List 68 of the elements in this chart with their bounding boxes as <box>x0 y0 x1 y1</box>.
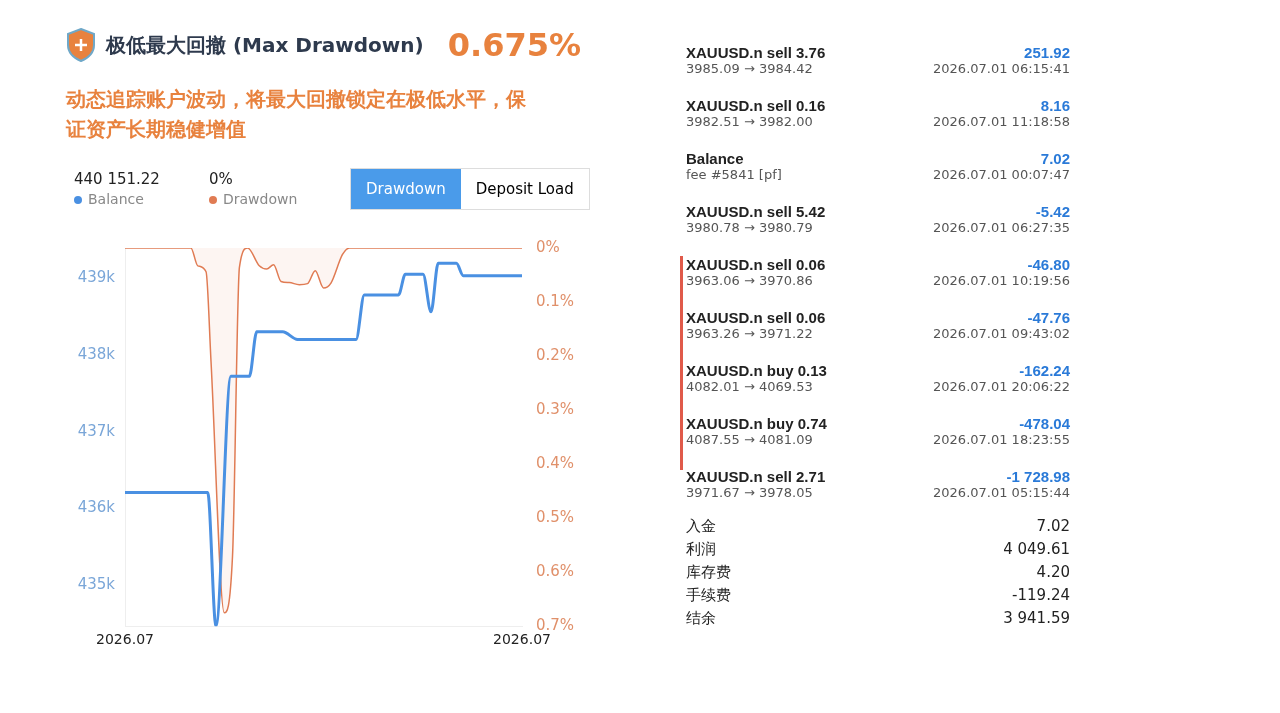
text: 2026.07.01 00:07:47 <box>933 167 1070 184</box>
y-tick-label: 435k <box>77 575 116 594</box>
legend-label: Drawdown <box>223 191 298 207</box>
text: 手续费 <box>686 586 731 606</box>
text: 4.20 <box>1036 563 1070 583</box>
y2-tick-label: 0.2% <box>536 345 575 364</box>
text: 2026.07.01 06:15:41 <box>933 61 1070 78</box>
text: -162.24 <box>1019 362 1070 379</box>
text: -5.42 <box>1035 203 1070 220</box>
text: XAUUSD.n sell 0.16 <box>686 97 826 114</box>
x-tick-label: 2026.07 <box>96 631 154 648</box>
text: 2026.07.01 20:06:22 <box>933 379 1070 396</box>
text: 4 049.61 <box>1003 540 1070 560</box>
text: 0% <box>209 170 234 188</box>
legend-label: Balance <box>88 191 144 207</box>
text: 结余 <box>686 609 716 629</box>
text: 3971.67 → 3978.05 <box>686 485 813 502</box>
text: Drawdown <box>351 169 461 209</box>
text: 2026.07.01 06:27:35 <box>933 220 1070 237</box>
text: 利润 <box>686 540 716 560</box>
text: 2026.07.01 10:19:56 <box>933 273 1070 290</box>
text: XAUUSD.n sell 3.76 <box>686 44 826 61</box>
text: 3980.78 → 3980.79 <box>686 220 813 237</box>
text: 2026.07.01 11:18:58 <box>933 114 1070 131</box>
text: 3 941.59 <box>1003 609 1070 629</box>
text: 4082.01 → 4069.53 <box>686 379 813 396</box>
y-tick-label: 438k <box>77 344 116 363</box>
text: 251.92 <box>1024 44 1070 61</box>
text: 2026.07.01 09:43:02 <box>933 326 1070 343</box>
text: Balance <box>686 150 744 167</box>
text: XAUUSD.n buy 0.13 <box>686 362 827 379</box>
text: 3963.06 → 3970.86 <box>686 273 813 290</box>
y2-tick-label: 0.3% <box>536 399 575 418</box>
y2-tick-label: 0.4% <box>536 454 575 472</box>
y2-tick-label: 0% <box>536 237 560 256</box>
text: 3963.26 → 3971.22 <box>686 326 813 343</box>
text: 0.675% <box>447 26 581 64</box>
text: 入金 <box>686 517 716 537</box>
text: XAUUSD.n sell 0.06 <box>686 256 826 273</box>
y2-tick-label: 0.5% <box>536 508 575 527</box>
text: 库存费 <box>686 563 731 583</box>
text: fee #5841 [pf] <box>686 167 782 184</box>
text: 4087.55 → 4081.09 <box>686 432 813 449</box>
text: 7.02 <box>1036 517 1070 537</box>
y-tick-label: 436k <box>77 498 116 517</box>
y-tick-label: 439k <box>77 267 116 286</box>
text: Deposit Load <box>474 179 575 200</box>
text: XAUUSD.n sell 2.71 <box>686 468 826 485</box>
text: 440 151.22 <box>74 170 161 188</box>
text: 3985.09 → 3984.42 <box>686 61 813 78</box>
chart-title: 极低最大回撤 (Max Drawdown) <box>106 31 424 59</box>
text: XAUUSD.n sell 0.06 <box>686 309 826 326</box>
y2-tick-label: 0.6% <box>536 562 575 581</box>
text: -47.76 <box>1027 309 1070 326</box>
y-tick-label: 437k <box>77 421 116 440</box>
text: -1 728.98 <box>1006 468 1070 485</box>
text: XAUUSD.n buy 0.74 <box>686 415 827 432</box>
text: -46.80 <box>1027 256 1070 273</box>
text: -119.24 <box>1012 586 1070 606</box>
text: XAUUSD.n sell 5.42 <box>686 203 826 220</box>
chart-subtitle: 动态追踪账户波动，将最大回撤锁定在极低水平，保证资产长期稳健增值 <box>66 86 527 143</box>
y2-tick-label: 0.1% <box>536 291 575 310</box>
text: 2026.07.01 18:23:55 <box>933 432 1070 449</box>
text: 7.02 <box>1040 150 1070 167</box>
text: -478.04 <box>1019 415 1070 432</box>
text: 8.16 <box>1040 97 1070 114</box>
text: 2026.07.01 05:15:44 <box>933 485 1070 502</box>
text: 3982.51 → 3982.00 <box>686 114 813 131</box>
